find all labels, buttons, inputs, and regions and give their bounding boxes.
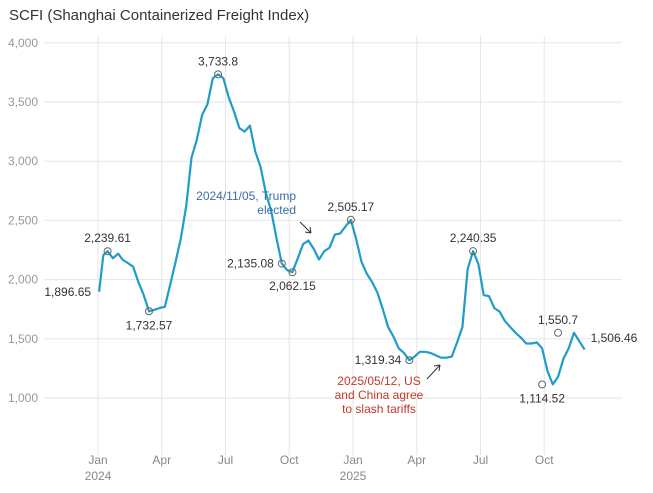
y-tick-label: 4,000 [8,36,38,50]
data-label: 2,135.08 [227,257,274,271]
data-label: 2,239.61 [84,231,131,245]
data-point-marker [346,215,355,224]
y-tick-label: 3,500 [8,95,38,109]
note-text-trump-elected: elected [257,203,296,217]
x-tick-label: Oct [535,453,554,467]
data-label: 2,062.15 [269,279,316,293]
data-label: 2,240.35 [450,231,497,245]
x-tick-label: Jan [343,453,362,467]
data-label: 1,550.7 [538,313,578,327]
data-point-marker [405,356,414,365]
data-point-marker [214,70,223,79]
x-tick-label: Jul [473,453,488,467]
x-axis: Jan 2024 Apr Jul Oct Jan 2025 Apr Jul Oct [85,453,555,483]
data-point-marker [554,328,563,337]
arrow-head-icon [304,226,312,234]
y-axis: 1,000 1,500 2,000 2,500 3,000 3,500 4,000 [8,36,38,405]
x-tick-label: Oct [280,453,299,467]
note-text-tariff-deal: and China agree [335,388,424,402]
point-annotations: 1,896.65 2,239.61 1,732.57 3,733.8 2,135.08 2… [44,54,637,405]
data-label: 3,733.8 [198,54,238,68]
y-tick-label: 3,000 [8,154,38,168]
data-point-marker [145,307,153,316]
data-point-marker [103,247,112,256]
data-label: 1,114.52 [519,391,565,405]
chart-title: SCFI (Shanghai Containerized Freight Ind… [9,7,310,24]
series-line-scfi [98,73,586,386]
y-tick-label: 1,000 [8,391,38,405]
note-text-tariff-deal: 2025/05/12, US [337,374,420,388]
note-text-trump-elected: 2024/11/05, Trump [196,189,296,203]
data-point-marker [538,380,547,389]
x-tick-label: Apr [152,453,171,467]
note-arrow-trump-elected [299,221,312,234]
data-label: 1,732.57 [126,318,173,332]
note-text-tariff-deal: to slash tariffs [342,402,416,416]
data-label: 1,506.46 [591,331,638,345]
x-tick-label: Jul [218,453,233,467]
y-tick-label: 2,500 [8,213,38,227]
x-tick-year-label: 2025 [340,469,367,483]
data-point-marker [469,247,478,256]
data-point-marker [288,268,297,277]
note-arrow-tariff-deal [426,364,441,380]
gridlines [44,36,622,455]
x-tick-label: Apr [407,453,426,467]
data-label: 1,896.65 [44,285,91,299]
y-tick-label: 2,000 [8,273,38,287]
data-point-marker [277,259,286,268]
x-tick-label: Jan [88,453,107,467]
arrow-head-icon [433,364,441,372]
data-label: 1,319.34 [355,353,402,367]
data-label: 2,505.17 [328,200,375,214]
x-tick-year-label: 2024 [85,469,112,483]
y-tick-label: 1,500 [8,332,38,346]
